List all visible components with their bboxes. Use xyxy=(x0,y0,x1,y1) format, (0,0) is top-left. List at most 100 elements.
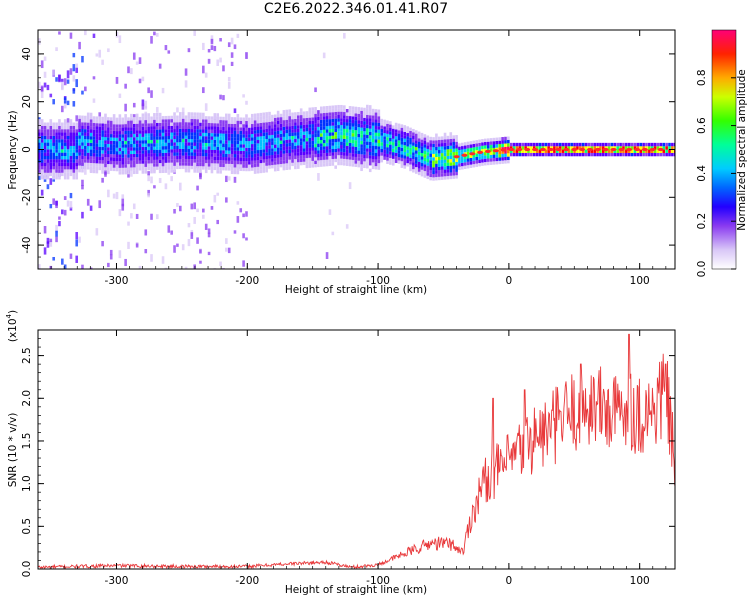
spectrogram-cell xyxy=(69,149,73,153)
spectrogram-cell xyxy=(394,142,398,147)
spectrogram-cell xyxy=(150,166,153,171)
spectrogram-cell xyxy=(504,160,507,164)
spectrogram-cell xyxy=(233,130,237,134)
spectrogram-cell xyxy=(360,140,363,145)
spectrogram-cell xyxy=(515,152,519,157)
spectrogram-cell xyxy=(268,158,271,163)
spectrogram-cell xyxy=(437,136,441,141)
spectrogram-cell xyxy=(121,203,125,211)
spectrogram-cell xyxy=(259,122,263,127)
spectrogram-cell xyxy=(181,148,185,153)
spectrogram-cell xyxy=(127,137,130,141)
spectrogram-cell xyxy=(363,134,366,138)
spectrogram-cell xyxy=(475,143,478,147)
spectrogram-cell xyxy=(334,142,337,146)
spectrogram-cell xyxy=(227,130,231,134)
spectrogram-cell xyxy=(222,153,225,158)
spectrogram-cell xyxy=(236,150,240,155)
spectrogram-cell xyxy=(52,176,55,180)
spectrogram-cell xyxy=(58,220,61,227)
spectrogram-cell xyxy=(472,153,476,158)
spectrogram-cell xyxy=(115,134,119,138)
spectrogram-cell xyxy=(230,140,234,144)
spectrogram-cell xyxy=(52,125,55,130)
spectrogram-cell xyxy=(81,138,84,143)
spectrogram-cell xyxy=(314,127,317,131)
spectrogram-cell xyxy=(184,152,188,156)
spectrogram-cell xyxy=(308,134,312,138)
spectrogram-cell xyxy=(268,165,271,169)
spectrogram-cell xyxy=(268,128,271,132)
spectrogram-cell xyxy=(86,146,90,150)
spectrogram-cell xyxy=(46,125,50,130)
spectrogram-cell xyxy=(58,145,61,150)
spectrogram-cell xyxy=(366,104,369,109)
spectrogram-cell xyxy=(363,121,366,125)
spectrogram-cell xyxy=(305,147,309,152)
spectrogram-cell xyxy=(170,132,173,136)
spectrogram-cell xyxy=(271,124,274,129)
spectrogram-cell xyxy=(291,119,294,123)
spectrogram-cell xyxy=(348,136,352,140)
spectrogram-cell xyxy=(202,136,205,140)
spectrogram-cell xyxy=(397,143,401,148)
spectrogram-cell xyxy=(236,140,240,145)
spectrogram-cell xyxy=(400,127,404,132)
spectrogram-cell xyxy=(121,194,125,199)
spectrogram-cell xyxy=(233,170,237,175)
spectrogram-cell xyxy=(426,175,430,180)
spectrogram-cell xyxy=(207,122,211,127)
spectrogram-cell xyxy=(199,162,202,167)
spectrogram-cell xyxy=(144,150,148,154)
spectrogram-cell xyxy=(345,119,349,123)
spectrogram-cell xyxy=(155,163,159,167)
spectrogram-cell xyxy=(202,119,205,123)
spectrogram-cell xyxy=(158,119,162,123)
spectrogram-cell xyxy=(161,149,165,153)
spectrogram-cell xyxy=(112,150,116,155)
spectrogram-cell xyxy=(322,153,326,157)
spectrogram-cell xyxy=(291,135,294,140)
spectrogram-cell xyxy=(109,160,113,165)
spectrogram-cell xyxy=(256,150,260,154)
spectrogram-cell xyxy=(348,142,352,147)
spectrogram-cell xyxy=(58,162,61,167)
spectrogram-cell xyxy=(219,163,222,167)
spectrogram-cell xyxy=(296,152,300,156)
spectrogram-cell xyxy=(187,159,191,163)
spectrogram-cell xyxy=(371,118,375,123)
spectrogram-cell xyxy=(121,120,125,125)
spectrogram-cell xyxy=(213,156,217,161)
spectrogram-cell xyxy=(374,149,378,153)
spectrogram-cell xyxy=(271,114,274,119)
spectrogram-cell xyxy=(345,142,349,146)
spectrogram-cell xyxy=(507,139,510,144)
y-tick-label: -40 xyxy=(21,237,33,254)
spectrogram-cell xyxy=(504,143,507,147)
spectrogram-cell xyxy=(49,132,53,136)
spectrogram-cell xyxy=(389,137,392,142)
spectrogram-cell xyxy=(124,137,127,141)
spectrogram-cell xyxy=(132,170,136,175)
spectrogram-cell xyxy=(426,158,430,163)
colorbar-gradient xyxy=(711,29,737,270)
spectrogram-cell xyxy=(89,132,93,137)
spectrogram-cell xyxy=(524,152,527,157)
spectrogram-cell xyxy=(553,149,556,153)
spectrogram-cell xyxy=(253,120,257,124)
spectrogram-cell xyxy=(423,164,427,168)
spectrogram-cell xyxy=(153,159,156,164)
spectrogram-cell xyxy=(69,125,73,130)
spectrogram-cell xyxy=(273,137,277,142)
spectrogram-cell xyxy=(153,153,156,157)
spectrogram-cell xyxy=(481,149,484,153)
spectrogram-cell xyxy=(371,132,375,136)
spectrogram-cell xyxy=(650,152,654,157)
spectrogram-cell xyxy=(78,122,81,126)
spectrogram-cell xyxy=(320,163,323,167)
spectrogram-cell xyxy=(397,157,401,161)
spectrogram-cell xyxy=(132,153,136,158)
spectrogram-cell xyxy=(299,131,303,136)
spectrogram-cell xyxy=(302,151,306,156)
spectrogram-cell xyxy=(147,160,150,164)
